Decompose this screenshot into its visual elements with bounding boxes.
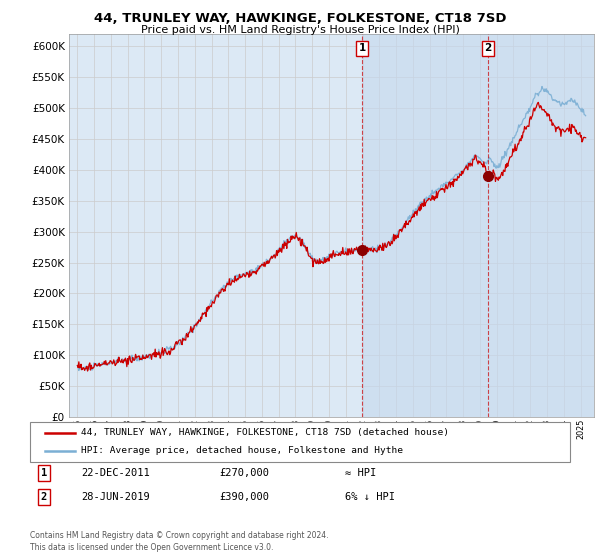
Text: 6% ↓ HPI: 6% ↓ HPI	[345, 492, 395, 502]
Text: 2: 2	[485, 43, 492, 53]
Text: 2: 2	[41, 492, 47, 502]
Text: 28-JUN-2019: 28-JUN-2019	[81, 492, 150, 502]
Text: HPI: Average price, detached house, Folkestone and Hythe: HPI: Average price, detached house, Folk…	[81, 446, 403, 455]
Text: 1: 1	[41, 468, 47, 478]
Text: Price paid vs. HM Land Registry's House Price Index (HPI): Price paid vs. HM Land Registry's House …	[140, 25, 460, 35]
Text: 44, TRUNLEY WAY, HAWKINGE, FOLKESTONE, CT18 7SD: 44, TRUNLEY WAY, HAWKINGE, FOLKESTONE, C…	[94, 12, 506, 25]
Text: £270,000: £270,000	[219, 468, 269, 478]
Text: Contains HM Land Registry data © Crown copyright and database right 2024.
This d: Contains HM Land Registry data © Crown c…	[30, 531, 329, 552]
Text: 22-DEC-2011: 22-DEC-2011	[81, 468, 150, 478]
Text: 44, TRUNLEY WAY, HAWKINGE, FOLKESTONE, CT18 7SD (detached house): 44, TRUNLEY WAY, HAWKINGE, FOLKESTONE, C…	[81, 428, 449, 437]
Text: £390,000: £390,000	[219, 492, 269, 502]
Text: 1: 1	[358, 43, 365, 53]
Text: ≈ HPI: ≈ HPI	[345, 468, 376, 478]
Bar	[362, 34, 594, 417]
